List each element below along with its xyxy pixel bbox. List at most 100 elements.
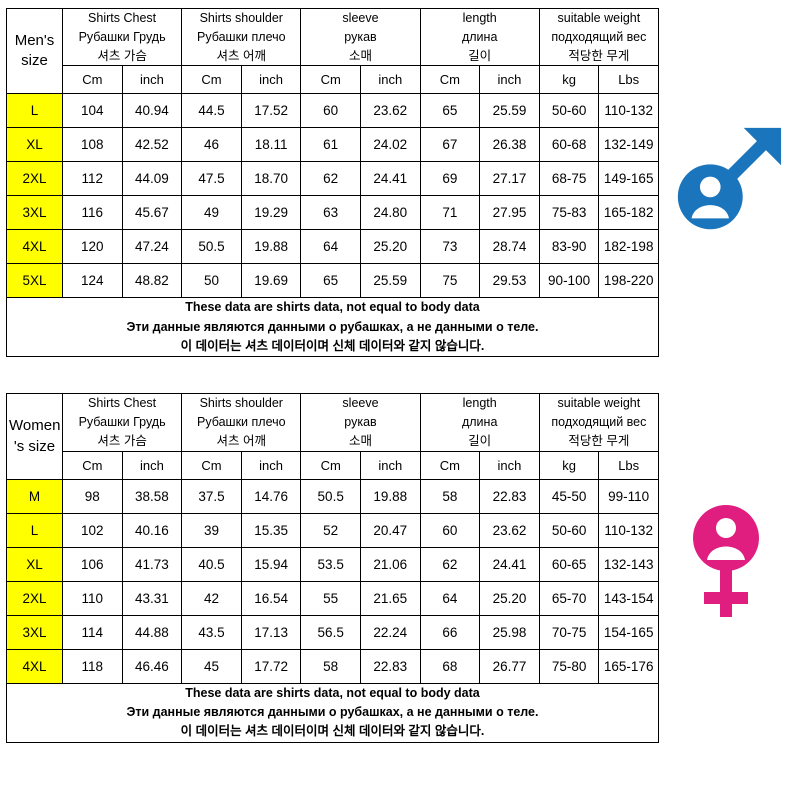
value-cell: 67 [419,127,481,163]
column-group-header-shirts-shoulder-line: Рубашки плечо [197,415,286,430]
value-cell: 66 [419,614,481,650]
value-cell: 65-70 [538,580,600,616]
unit-header: Lbs [598,450,659,480]
value-cell: 70-75 [538,614,600,650]
column-group-header-length-line: 길이 [468,48,492,63]
value-cell: 37.5 [181,478,242,514]
value-cell: 60-68 [538,127,600,163]
footer-note-line: These data are shirts data, not equal to… [185,685,480,700]
column-group-header-sleeve-line: 소매 [348,48,372,63]
table-row: L 104 40.94 44.5 17.52 60 23.62 65 25.59 50-60 110… [6,93,659,129]
value-cell: 102 [62,512,123,548]
value-cell: 58 [419,478,481,514]
value-cell: 63 [300,195,361,231]
value-cell: 15.94 [240,546,302,582]
value-cell: 23.62 [479,512,540,548]
value-cell: 25.59 [359,263,421,299]
column-group-header-length-line: 길이 [468,433,492,448]
table-row: L 102 40.16 39 15.35 52 20.47 60 23.62 50-60 110-1… [6,512,659,548]
value-cell: 112 [62,161,123,197]
column-group-header-length-line: длина [461,415,498,430]
value-cell: 23.62 [359,93,421,129]
size-chart-page: Men's size Shirts Chest Рубашки Грудь 셔츠 가슴 S… [6,7,794,743]
value-cell: 124 [62,263,123,299]
column-group-header-shirts-shoulder-line: Shirts shoulder [199,396,283,411]
value-cell: 45-50 [538,478,600,514]
unit-header: Cm [300,65,361,95]
value-cell: 16.54 [240,580,302,616]
value-cell: 24.02 [359,127,421,163]
column-group-header-length-line: длина [461,29,498,44]
value-cell: 46.46 [121,648,183,684]
value-cell: 83-90 [538,229,600,265]
value-cell: 45.67 [121,195,183,231]
value-cell: 18.11 [240,127,302,163]
size-cell: 5XL [6,263,63,299]
value-cell: 24.41 [479,546,540,582]
column-group-header-suitable-weight-line: подходящий вес [551,415,647,430]
column-group-header-sleeve-line: рукав [344,29,377,44]
column-group-header-sleeve-line: sleeve [342,396,379,411]
unit-header: Lbs [598,65,659,95]
value-cell: 40.94 [121,93,183,129]
size-cell: L [6,93,63,129]
size-cell: 4XL [6,229,63,265]
table-row: 2XL 110 43.31 42 16.54 55 21.65 64 25.20 65-70 143… [6,580,659,616]
value-cell: 24.80 [359,195,421,231]
column-group-header-suitable-weight-line: подходящий вес [551,29,647,44]
value-cell: 50.5 [300,478,361,514]
value-cell: 132-149 [598,127,659,163]
table-row: XL 106 41.73 40.5 15.94 53.5 21.06 62 24.41 60-65… [6,546,659,582]
value-cell: 52 [300,512,361,548]
value-cell: 21.65 [359,580,421,616]
size-cell: 4XL [6,648,63,684]
unit-header: kg [538,65,600,95]
value-cell: 43.31 [121,580,183,616]
unit-header: inch [121,450,183,480]
table-row: XL 108 42.52 46 18.11 61 24.02 67 26.38 60-68 132-… [6,127,659,163]
size-cell: M [6,478,63,514]
value-cell: 38.58 [121,478,183,514]
value-cell: 60-65 [538,546,600,582]
value-cell: 19.69 [240,263,302,299]
value-cell: 41.73 [121,546,183,582]
value-cell: 45 [181,648,242,684]
value-cell: 108 [62,127,123,163]
value-cell: 19.88 [359,478,421,514]
footer-note-line: 이 데이터는 셔츠 데이터이며 신체 데이터와 같지 않습니다. [180,339,485,353]
table-row: 3XL 116 45.67 49 19.29 63 24.80 71 27.95 75-83 165… [6,195,659,231]
column-group-header-suitable-weight-line: suitable weight [557,396,641,411]
column-group-header-length-line: length [462,396,497,411]
corner-header: Women 's size [6,393,63,480]
value-cell: 55 [300,580,361,616]
value-cell: 44.5 [181,93,242,129]
value-cell: 98 [62,478,123,514]
value-cell: 116 [62,195,123,231]
column-group-header-sleeve: sleeve рукав 소매 [300,7,421,67]
column-group-header-suitable-weight: suitable weight подходящий вес 적당한 무게 [538,7,659,67]
value-cell: 110-132 [598,93,659,129]
mens-size-table: Men's size Shirts Chest Рубашки Грудь 셔츠 가슴 S… [6,7,659,358]
value-cell: 165-182 [598,195,659,231]
unit-header: kg [538,450,600,480]
value-cell: 62 [300,161,361,197]
column-group-header-length: length длина 길이 [419,7,540,67]
value-cell: 22.24 [359,614,421,650]
unit-header: Cm [419,450,481,480]
value-cell: 106 [62,546,123,582]
column-group-header-shirts-chest-line: 셔츠 가슴 [97,433,147,448]
unit-header: inch [240,65,302,95]
unit-header: Cm [62,450,123,480]
value-cell: 64 [300,229,361,265]
value-cell: 25.98 [479,614,540,650]
value-cell: 28.74 [479,229,540,265]
column-group-header-shirts-chest-line: Shirts Chest [88,396,157,411]
column-group-header-length-line: length [462,11,497,25]
size-cell: L [6,512,63,548]
value-cell: 44.09 [121,161,183,197]
value-cell: 75-83 [538,195,600,231]
column-group-header-suitable-weight-line: 적당한 무게 [568,433,630,448]
male-symbol-icon [659,124,794,242]
unit-header: inch [240,450,302,480]
value-cell: 43.5 [181,614,242,650]
